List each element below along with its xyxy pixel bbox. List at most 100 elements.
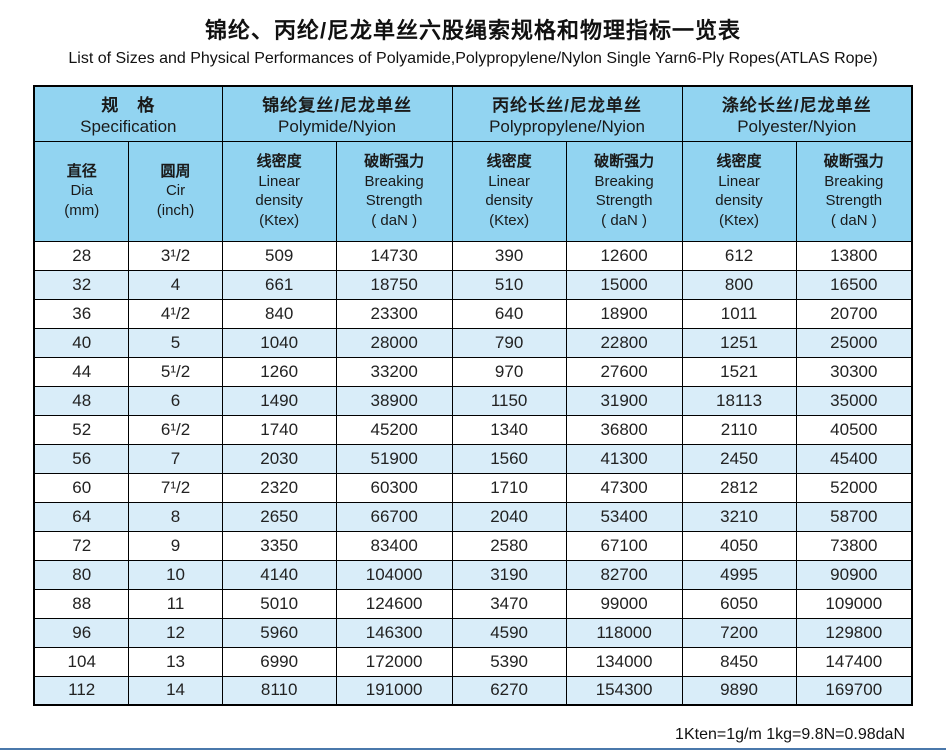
column-header: 线密度 Linear density (Ktex) xyxy=(681,140,797,242)
group-header-zh: 丙纶长丝/尼龙单丝 xyxy=(492,95,642,115)
table-cell: 96 xyxy=(33,617,130,648)
column-header-line: 线密度 xyxy=(716,153,762,170)
table-cell: 31900 xyxy=(565,385,683,416)
table-cell: 83400 xyxy=(335,530,453,561)
table-cell: 1251 xyxy=(681,327,797,358)
page-bottom-rule xyxy=(0,748,946,750)
table-cell: 5010 xyxy=(221,588,337,619)
table-cell: 2110 xyxy=(681,414,797,445)
group-header-en: Polymide/Nyion xyxy=(278,116,397,136)
table-cell: 52000 xyxy=(795,472,913,503)
table-cell: 12600 xyxy=(565,240,683,271)
column-header-line: (inch) xyxy=(156,201,195,219)
group-header-en: Polyester/Nyion xyxy=(737,116,857,136)
table-cell: 2450 xyxy=(681,443,797,474)
column-group-header: 规 格 Specification xyxy=(33,85,223,142)
table-cell: 640 xyxy=(451,298,567,329)
table-cell: 154300 xyxy=(565,675,683,706)
table-cell: 66700 xyxy=(335,501,453,532)
column-header-line: (Ktex) xyxy=(719,211,760,229)
column-header-line: 线密度 xyxy=(486,153,532,170)
table-cell: 36 xyxy=(33,298,130,329)
table-cell: 82700 xyxy=(565,559,683,590)
table-cell: 38900 xyxy=(335,385,453,416)
column-header: 破断强力 Breaking Strength ( daN ) xyxy=(795,140,913,242)
table-cell: 1340 xyxy=(451,414,567,445)
table-cell: 1710 xyxy=(451,472,567,503)
table-cell: 169700 xyxy=(795,675,913,706)
table-cell: 509 xyxy=(221,240,337,271)
table-row: 52 6¹/2 1740 45200 1340 36800 2110 40500 xyxy=(33,414,913,445)
table-cell: 45400 xyxy=(795,443,913,474)
table-cell: 4¹/2 xyxy=(128,298,223,329)
table-row: 40 5 1040 28000 790 22800 1251 25000 xyxy=(33,327,913,358)
table-cell: 15000 xyxy=(565,269,683,300)
table-cell: 53400 xyxy=(565,501,683,532)
group-header-en: Specification xyxy=(80,116,177,136)
table-cell: 104000 xyxy=(335,559,453,590)
table-cell: 147400 xyxy=(795,646,913,677)
table-cell: 45200 xyxy=(335,414,453,445)
column-header-line: 破断强力 xyxy=(364,153,425,170)
table-body: 28 3¹/2 509 14730 390 12600 612 13800 32 4 661 1875… xyxy=(33,240,913,706)
table-row: 104 13 6990 172000 5390 134000 8450 147400 xyxy=(33,646,913,677)
table-cell: 6990 xyxy=(221,646,337,677)
column-header-line: Linear xyxy=(258,172,301,190)
table-cell: 8110 xyxy=(221,675,337,706)
table-row: 112 14 8110 191000 6270 154300 9890 169700 xyxy=(33,675,913,706)
column-header-line: (Ktex) xyxy=(489,211,530,229)
table-cell: 510 xyxy=(451,269,567,300)
table-cell: 28 xyxy=(33,240,130,271)
table-cell: 661 xyxy=(221,269,337,300)
table-cell: 72 xyxy=(33,530,130,561)
table-cell: 30300 xyxy=(795,356,913,387)
table-cell: 47300 xyxy=(565,472,683,503)
table-cell: 16500 xyxy=(795,269,913,300)
table-cell: 20700 xyxy=(795,298,913,329)
table-cell: 790 xyxy=(451,327,567,358)
table-row: 56 7 2030 51900 1560 41300 2450 45400 xyxy=(33,443,913,474)
table-row: 36 4¹/2 840 23300 640 18900 1011 20700 xyxy=(33,298,913,329)
rope-spec-table: 规 格 Specification 锦纶复丝/尼龙单丝 Polymide/Nyion 丙… xyxy=(33,85,913,706)
table-cell: 4050 xyxy=(681,530,797,561)
table-cell: 10 xyxy=(128,559,223,590)
table-cell: 9890 xyxy=(681,675,797,706)
column-header: 线密度 Linear density (Ktex) xyxy=(451,140,567,242)
table-cell: 14 xyxy=(128,675,223,706)
table-cell: 6270 xyxy=(451,675,567,706)
table-cell: 80 xyxy=(33,559,130,590)
table-cell: 3210 xyxy=(681,501,797,532)
table-cell: 5390 xyxy=(451,646,567,677)
table-cell: 99000 xyxy=(565,588,683,619)
column-header: 圆周 Cir (inch) xyxy=(128,140,223,242)
table-cell: 6050 xyxy=(681,588,797,619)
table-cell: 25000 xyxy=(795,327,913,358)
group-header-zh: 规 格 xyxy=(101,95,156,115)
table-cell: 1260 xyxy=(221,356,337,387)
column-header-line: Breaking xyxy=(824,172,884,190)
column-header-line: ( daN ) xyxy=(601,211,647,229)
table-cell: 800 xyxy=(681,269,797,300)
table-row: 88 11 5010 124600 3470 99000 6050 109000 xyxy=(33,588,913,619)
table-cell: 56 xyxy=(33,443,130,474)
table-cell: 23300 xyxy=(335,298,453,329)
table-cell: 4140 xyxy=(221,559,337,590)
column-header-line: 线密度 xyxy=(256,153,302,170)
column-header-line: 破断强力 xyxy=(823,153,884,170)
column-header-line: density xyxy=(255,192,303,209)
column-header-line: ( daN ) xyxy=(371,211,418,229)
table-cell: 4 xyxy=(128,269,223,300)
column-header-line: Dia xyxy=(70,182,93,200)
table-cell: 118000 xyxy=(565,617,683,648)
table-cell: 18900 xyxy=(565,298,683,329)
table-cell: 1150 xyxy=(451,385,567,416)
group-header-zh: 涤纶长丝/尼龙单丝 xyxy=(721,95,872,115)
table-cell: 67100 xyxy=(565,530,683,561)
table-cell: 40 xyxy=(33,327,130,358)
column-group-header: 丙纶长丝/尼龙单丝 Polypropylene/Nyion xyxy=(451,85,683,142)
table-cell: 2320 xyxy=(221,472,337,503)
table-row: 28 3¹/2 509 14730 390 12600 612 13800 xyxy=(33,240,913,271)
column-header-line: Breaking xyxy=(364,172,424,190)
column-header-row: 直径 Dia (mm) 圆周 Cir (inch) 线密度 Linear density (Kte… xyxy=(33,140,913,242)
table-cell: 18750 xyxy=(335,269,453,300)
